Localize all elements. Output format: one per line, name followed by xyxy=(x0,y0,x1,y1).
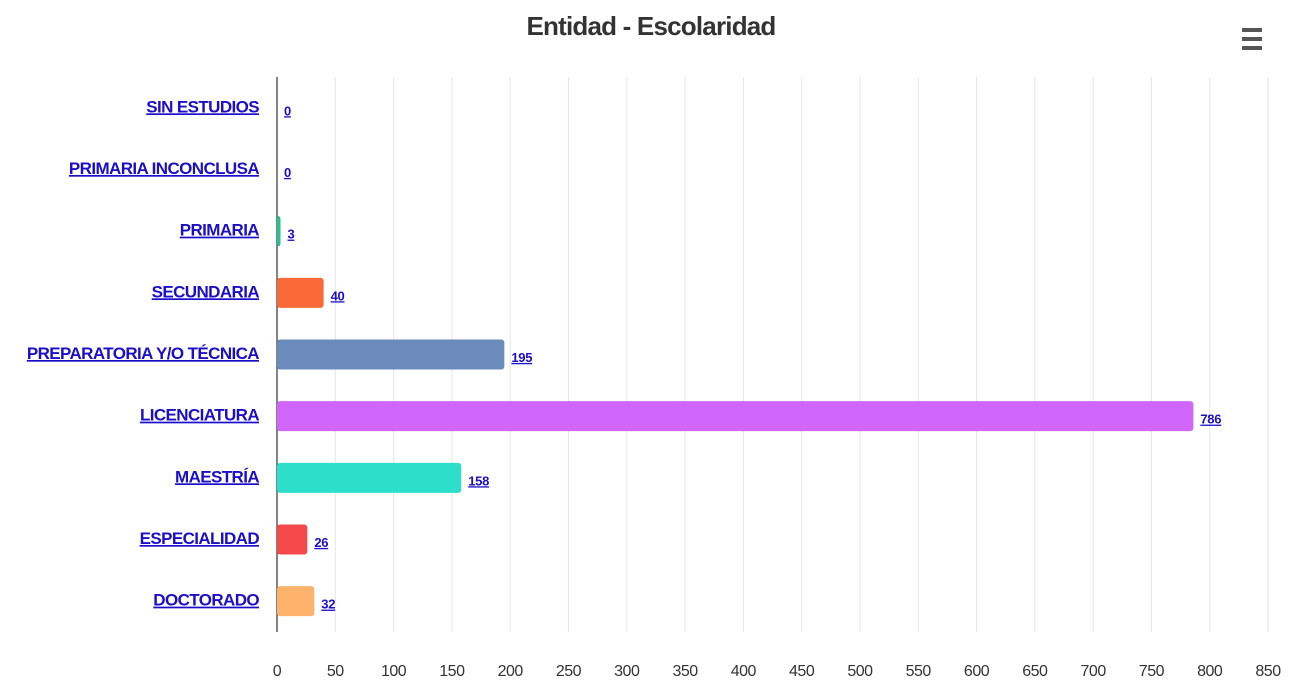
data-label: 26 xyxy=(314,535,328,550)
x-tick-label: 650 xyxy=(1022,663,1048,680)
x-tick-label: 300 xyxy=(614,663,640,680)
bar xyxy=(277,462,462,493)
data-label: 3 xyxy=(287,227,294,242)
y-tick-label[interactable]: MAESTRÍA xyxy=(175,467,260,486)
y-tick-label[interactable]: ESPECIALIDAD xyxy=(140,529,260,548)
bar xyxy=(277,216,281,247)
menu-bar[interactable] xyxy=(1242,28,1262,32)
x-tick-label: 750 xyxy=(1139,663,1165,680)
y-tick-label[interactable]: SECUNDARIA xyxy=(152,282,260,301)
x-tick-label: 50 xyxy=(327,663,344,680)
x-tick-label: 150 xyxy=(439,663,465,680)
y-tick-label[interactable]: DOCTORADO xyxy=(153,591,260,610)
x-tick-label: 350 xyxy=(672,663,698,680)
x-tick-label: 600 xyxy=(964,663,990,680)
data-label: 195 xyxy=(511,350,532,365)
y-tick-label[interactable]: PRIMARIA INCONCLUSA xyxy=(69,159,260,178)
data-label: 0 xyxy=(284,165,291,180)
bar xyxy=(277,277,324,308)
data-label: 158 xyxy=(468,473,489,488)
x-tick-label: 250 xyxy=(556,663,582,680)
bar xyxy=(277,401,1194,432)
bar xyxy=(277,339,505,370)
x-tick-label: 200 xyxy=(498,663,524,680)
y-tick-label[interactable]: PREPARATORIA Y/O TÉCNICA xyxy=(27,344,260,363)
y-tick-label[interactable]: LICENCIATURA xyxy=(140,406,260,425)
x-tick-label: 100 xyxy=(381,663,407,680)
data-label: 32 xyxy=(321,597,335,612)
x-tick-label: 800 xyxy=(1197,663,1223,680)
x-tick-label: 550 xyxy=(906,663,932,680)
x-tick-label: 0 xyxy=(273,663,282,680)
x-tick-label: 450 xyxy=(789,663,815,680)
x-tick-label: 700 xyxy=(1081,663,1107,680)
y-tick-label[interactable]: SIN ESTUDIOS xyxy=(146,97,260,116)
menu-button[interactable] xyxy=(1242,28,1262,50)
y-tick-label[interactable]: PRIMARIA xyxy=(180,221,260,240)
menu-bar[interactable] xyxy=(1242,46,1262,50)
x-tick-label: 500 xyxy=(847,663,873,680)
bar xyxy=(277,524,308,555)
chart-title: Entidad - Escolaridad xyxy=(526,11,775,41)
x-tick-label: 850 xyxy=(1255,663,1281,680)
x-tick-label: 400 xyxy=(731,663,757,680)
data-label: 0 xyxy=(284,103,291,118)
menu-bar[interactable] xyxy=(1242,37,1262,41)
bar xyxy=(277,586,315,617)
data-label: 786 xyxy=(1200,412,1221,427)
data-label: 40 xyxy=(331,288,345,303)
